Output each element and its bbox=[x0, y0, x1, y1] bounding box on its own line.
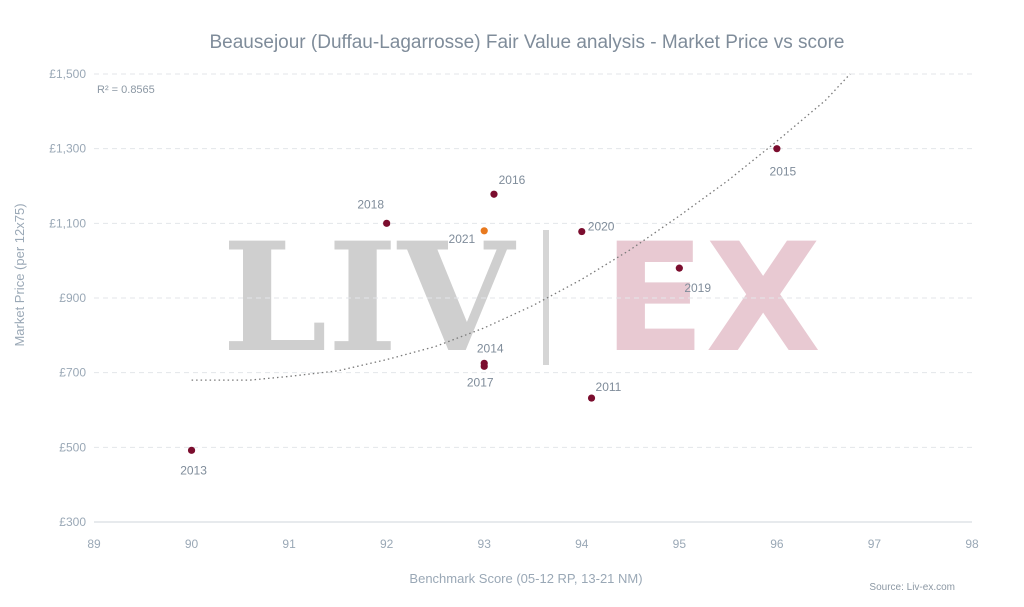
data-point-2019 bbox=[675, 264, 683, 272]
x-axis-title: Benchmark Score (05-12 RP, 13-21 NM) bbox=[409, 571, 642, 586]
y-tick-label: £1,300 bbox=[49, 142, 86, 156]
y-tick-label: £1,500 bbox=[49, 67, 86, 81]
y-axis-title: Market Price (per 12x75) bbox=[12, 203, 27, 346]
data-point-2017 bbox=[480, 362, 488, 370]
point-label-2017: 2017 bbox=[467, 375, 494, 389]
data-point-2013 bbox=[187, 446, 196, 454]
x-axis-ticks: 89 90 91 92 93 94 95 96 97 98 bbox=[87, 537, 979, 551]
data-point-2011 bbox=[587, 394, 596, 402]
point-label-2019: 2019 bbox=[684, 281, 711, 295]
x-tick-label: 95 bbox=[673, 537, 687, 551]
point-label-2021: 2021 bbox=[449, 232, 476, 246]
point-label-2016: 2016 bbox=[499, 173, 526, 187]
y-tick-label: £1,100 bbox=[49, 216, 86, 230]
data-point-2020 bbox=[578, 227, 586, 236]
point-label-2014: 2014 bbox=[477, 341, 504, 355]
y-tick-label: £300 bbox=[59, 515, 86, 529]
y-axis-ticks: £300 £500 £700 £900 £1,100 £1,300 £1,500 bbox=[49, 67, 86, 529]
x-tick-label: 98 bbox=[965, 537, 979, 551]
y-tick-label: £700 bbox=[59, 366, 86, 380]
x-tick-label: 96 bbox=[770, 537, 784, 551]
r-squared-label: R² = 0.8565 bbox=[97, 84, 155, 96]
x-tick-label: 92 bbox=[380, 537, 394, 551]
point-label-2011: 2011 bbox=[596, 380, 622, 394]
watermark-ex: EX bbox=[603, 212, 821, 386]
x-tick-label: 91 bbox=[282, 537, 296, 551]
grid-lines bbox=[94, 73, 972, 448]
data-point-2018 bbox=[383, 219, 391, 227]
point-label-2013: 2013 bbox=[180, 463, 207, 477]
point-label-2018: 2018 bbox=[357, 197, 384, 211]
data-point-2016 bbox=[490, 190, 498, 198]
data-point-2021 bbox=[480, 227, 488, 235]
data-point-2015 bbox=[773, 145, 781, 153]
y-tick-label: £900 bbox=[59, 291, 86, 305]
x-tick-label: 93 bbox=[478, 537, 492, 551]
point-label-2020: 2020 bbox=[588, 220, 615, 234]
point-label-2015: 2015 bbox=[770, 165, 797, 179]
data-points: 2013 2018 2016 2021 2014 2017 2020 2011 2019 2015 bbox=[180, 145, 797, 477]
x-tick-label: 90 bbox=[185, 537, 199, 551]
x-tick-label: 94 bbox=[575, 537, 589, 551]
chart-title: Beausejour (Duffau-Lagarrosse) Fair Valu… bbox=[210, 32, 845, 53]
x-tick-label: 97 bbox=[868, 537, 882, 551]
y-tick-label: £500 bbox=[59, 440, 86, 454]
source-note: Source: Liv-ex.com bbox=[869, 582, 955, 593]
x-tick-label: 89 bbox=[87, 537, 101, 551]
